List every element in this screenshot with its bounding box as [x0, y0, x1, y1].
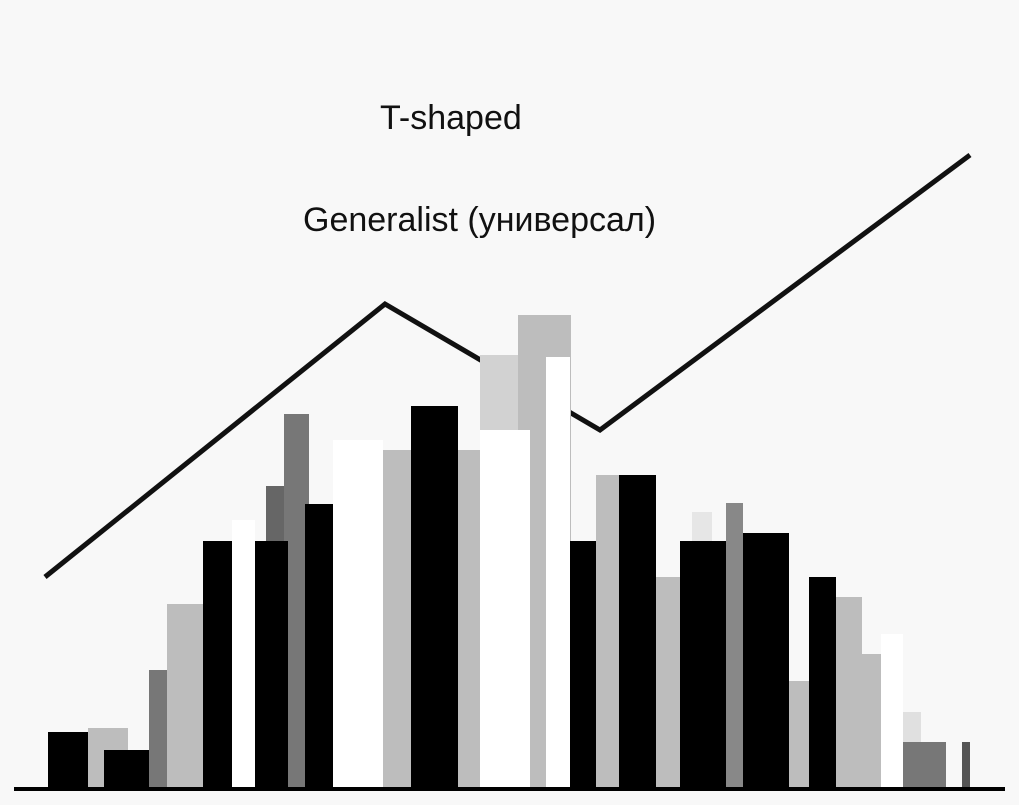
bar [232, 520, 255, 788]
bar [104, 750, 149, 788]
bar [284, 414, 309, 788]
bar [546, 357, 570, 788]
bar [809, 577, 836, 788]
bar [203, 541, 232, 788]
bar [789, 681, 809, 788]
bar [48, 732, 88, 788]
bar [726, 503, 743, 788]
bar [656, 577, 680, 788]
label-top: T-shaped [380, 99, 522, 137]
bar [743, 533, 789, 788]
bar [255, 541, 288, 788]
bar [411, 406, 458, 788]
bar [881, 634, 903, 788]
bar [862, 654, 881, 788]
bar [596, 475, 619, 788]
bars [48, 315, 970, 788]
bar [836, 597, 862, 788]
bar [305, 504, 333, 788]
bar [570, 541, 596, 788]
bar [962, 742, 970, 788]
bar [383, 450, 411, 788]
label-bottom: Generalist (универсал) [303, 201, 656, 239]
bar [480, 430, 530, 788]
bar [167, 604, 203, 788]
bar [458, 450, 480, 788]
bar [903, 742, 946, 788]
bar [619, 475, 656, 788]
bar [680, 541, 726, 788]
bar [333, 440, 383, 788]
bar [149, 670, 168, 788]
